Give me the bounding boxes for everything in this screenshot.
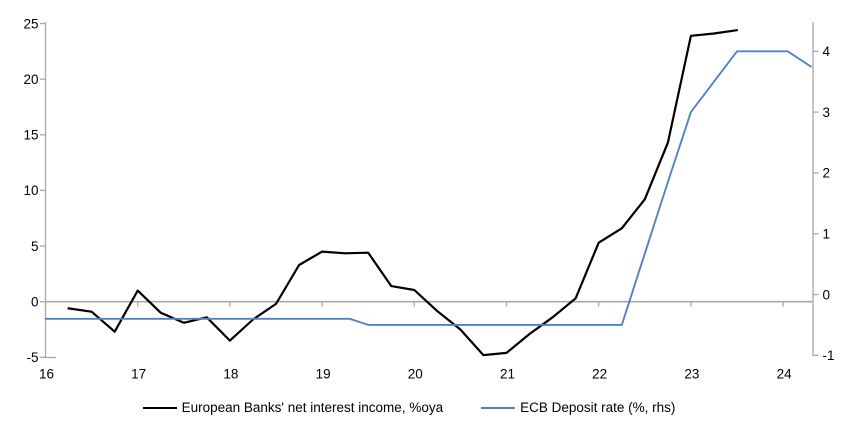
ecb-legend-label: ECB Deposit rate (%, rhs) [520, 400, 676, 415]
nii-line-swatch [142, 406, 177, 409]
legend-item-ecb: ECB Deposit rate (%, rhs) [481, 400, 675, 415]
x-axis-tick-label: 18 [223, 367, 238, 382]
right-axis-tick-label: 4 [823, 44, 831, 59]
left-axis-tick-label: 5 [31, 239, 39, 254]
nii-legend-label: European Banks' net interest income, %oy… [181, 400, 444, 415]
ecb-rate-line [44, 50, 812, 326]
left-axis-tick-label: 15 [23, 128, 38, 143]
x-axis-tick-label: 23 [684, 367, 699, 382]
right-axis-tick-label: 0 [823, 287, 831, 302]
left-axis-tick-label: -5 [26, 350, 38, 365]
x-axis-tick-label: 19 [316, 367, 331, 382]
left-axis-tick-label: 10 [23, 183, 38, 198]
right-axis-tick-label: 3 [823, 105, 831, 120]
x-axis-tick-label: 16 [39, 367, 54, 382]
x-axis-tick-label: 22 [592, 367, 607, 382]
x-axis-tick-label: 20 [408, 367, 423, 382]
x-axis-tick-label: 21 [500, 367, 515, 382]
right-axis-tick-label: 2 [823, 166, 831, 181]
left-axis-tick-label: 20 [23, 72, 38, 87]
ecb-line-swatch [481, 406, 516, 409]
right-axis-tick-label: 1 [823, 227, 831, 242]
legend-item-nii: European Banks' net interest income, %oy… [142, 400, 444, 415]
right-axis-tick-label: -1 [823, 348, 835, 363]
chart-legend: European Banks' net interest income, %oy… [0, 400, 835, 415]
left-axis-tick-label: 25 [23, 16, 38, 31]
x-axis-tick-label: 24 [777, 367, 793, 382]
x-axis-tick-label: 17 [131, 367, 146, 382]
nii-line [67, 29, 739, 357]
left-axis-tick-label: 0 [31, 295, 39, 310]
